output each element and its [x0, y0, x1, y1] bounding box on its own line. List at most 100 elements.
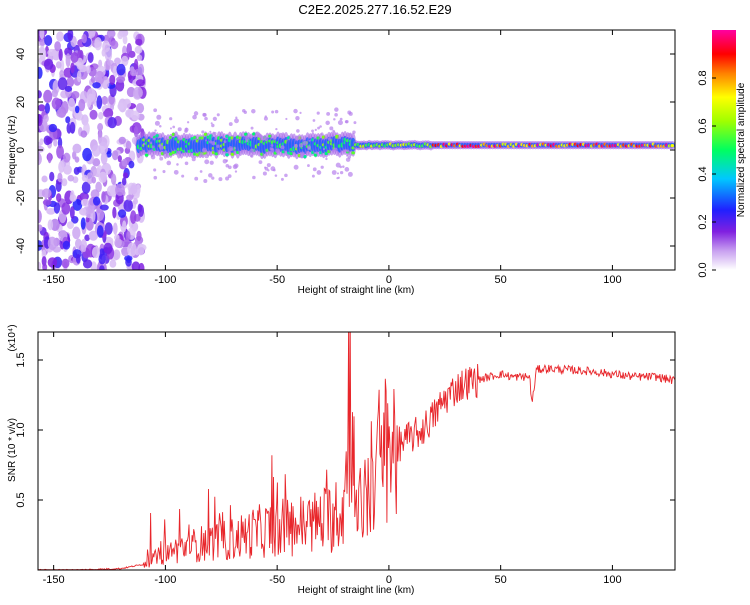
- heatmap-cell: [135, 103, 145, 114]
- x-tick-label: -150: [43, 574, 65, 586]
- heatmap-cell: [296, 129, 300, 133]
- heatmap-cell: [150, 131, 156, 137]
- heatmap-cell: [87, 52, 94, 64]
- figure-title: C2E2.2025.277.16.52.E29: [298, 2, 451, 17]
- heatmap-cell: [70, 51, 79, 63]
- heatmap-cell: [250, 154, 254, 158]
- heatmap-cell: [114, 57, 121, 65]
- heatmap-cell: [47, 152, 52, 164]
- heatmap-cell: [67, 174, 75, 182]
- heatmap-cell: [98, 253, 106, 265]
- heatmap-cell: [316, 111, 320, 115]
- heatmap-cell: [117, 31, 124, 40]
- heatmap-cell: [178, 150, 182, 154]
- heatmap-cell: [70, 190, 75, 202]
- heatmap-cell: [127, 242, 137, 257]
- heatmap-cell: [199, 152, 204, 157]
- heatmap-cell: [102, 110, 111, 118]
- heatmap-cell: [92, 158, 101, 167]
- heatmap-cell: [230, 152, 235, 156]
- snr-panel: -150 -100 -50 0 50 100 0.5 1.0 1.5 Heigh…: [7, 324, 676, 596]
- heatmap-cell: [65, 116, 71, 124]
- heatmap-cell: [48, 123, 58, 133]
- heatmap-cell: [337, 120, 343, 126]
- heatmap-cell: [135, 38, 143, 46]
- heatmap-cell: [258, 160, 263, 165]
- heatmap-cell: [181, 174, 185, 178]
- spectrogram-tick-marks: [38, 30, 675, 270]
- heatmap-cell: [211, 123, 215, 128]
- heatmap-cell: [169, 127, 172, 130]
- heatmap-cell: [284, 173, 288, 178]
- heatmap-cell: [154, 120, 160, 126]
- heatmap-cell: [245, 139, 249, 143]
- heatmap-cell: [88, 230, 99, 241]
- heatmap-cell: [199, 170, 203, 173]
- heatmap-cell: [66, 221, 74, 230]
- heatmap-cell: [151, 145, 155, 149]
- heatmap-cell: [266, 163, 271, 168]
- heatmap-cell: [38, 66, 43, 79]
- heatmap-cell: [273, 168, 276, 172]
- heatmap-cell: [169, 117, 173, 121]
- snr-x-label: Height of straight line (km): [298, 585, 415, 596]
- heatmap-cell: [74, 156, 80, 163]
- heatmap-cell: [307, 145, 311, 150]
- heatmap-cell: [216, 113, 220, 117]
- heatmap-cell: [41, 175, 48, 183]
- heatmap-cell: [244, 135, 250, 141]
- heatmap-cell: [74, 105, 80, 114]
- heatmap-cell: [184, 129, 188, 133]
- heatmap-cell: [78, 98, 86, 112]
- heatmap-cell: [91, 246, 101, 259]
- x-tick-label: 0: [386, 274, 392, 286]
- heatmap-cell: [98, 111, 104, 120]
- heatmap-cell: [41, 188, 52, 199]
- colorbar-label: Normalized spectral amplitude: [736, 82, 747, 217]
- heatmap-cell: [125, 230, 131, 241]
- spectrogram-heatmap: [38, 30, 675, 270]
- y-tick-label: 1.0: [15, 422, 27, 437]
- heatmap-cell: [344, 167, 350, 172]
- heatmap-cell: [252, 175, 256, 180]
- heatmap-cell: [116, 76, 126, 83]
- heatmap-cell: [333, 118, 336, 121]
- heatmap-cell: [82, 259, 93, 269]
- heatmap-cell: [121, 55, 129, 67]
- heatmap-cell: [51, 88, 58, 98]
- heatmap-cell: [130, 110, 140, 121]
- heatmap-cell: [72, 143, 82, 154]
- heatmap-cell: [307, 164, 310, 167]
- heatmap-cell: [47, 236, 57, 251]
- heatmap-cell: [41, 249, 47, 259]
- heatmap-cell: [98, 171, 108, 183]
- x-tick-label: 100: [603, 574, 621, 586]
- x-tick-label: -50: [269, 574, 285, 586]
- heatmap-cell: [101, 191, 106, 203]
- heatmap-cell: [339, 170, 344, 175]
- heatmap-cell: [285, 117, 288, 121]
- heatmap-cell: [110, 173, 117, 185]
- y-tick-label: 20: [15, 96, 27, 108]
- heatmap-cell: [99, 204, 109, 211]
- snr-tick-marks: [38, 332, 675, 570]
- heatmap-cell: [333, 147, 338, 152]
- colorbar-tick-label: 0.4: [697, 166, 709, 181]
- heatmap-cell: [135, 79, 145, 87]
- heatmap-cell: [670, 144, 675, 148]
- heatmap-cell: [204, 159, 210, 165]
- heatmap-cell: [117, 102, 125, 111]
- heatmap-cell: [177, 127, 182, 132]
- heatmap-cell: [322, 147, 326, 151]
- x-tick-label: 50: [495, 574, 507, 586]
- heatmap-cell: [172, 125, 176, 129]
- x-tick-label: -100: [154, 274, 176, 286]
- heatmap-cell: [116, 63, 126, 76]
- heatmap-cell: [112, 222, 118, 235]
- heatmap-cell: [348, 111, 353, 116]
- heatmap-cell: [122, 172, 129, 179]
- heatmap-cell: [38, 46, 45, 54]
- heatmap-cell: [162, 170, 166, 174]
- heatmap-cell: [112, 249, 121, 261]
- heatmap-cell: [186, 121, 190, 124]
